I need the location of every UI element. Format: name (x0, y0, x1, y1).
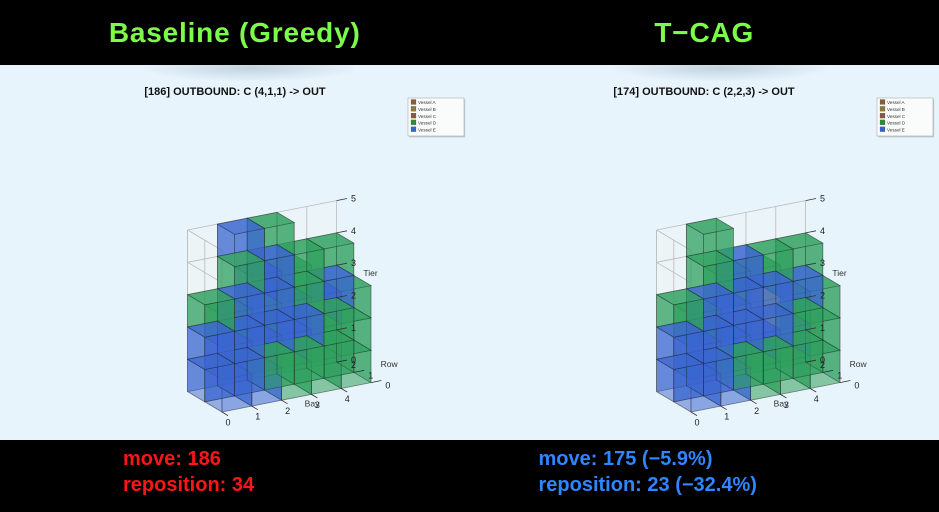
svg-text:2: 2 (351, 291, 356, 301)
svg-text:Bay: Bay (305, 399, 320, 409)
svg-text:0: 0 (694, 418, 699, 428)
svg-text:Vessel E: Vessel E (418, 127, 436, 132)
svg-text:1: 1 (368, 370, 373, 380)
svg-text:4: 4 (814, 394, 819, 404)
svg-text:4: 4 (351, 226, 356, 236)
svg-text:4: 4 (820, 226, 825, 236)
svg-text:0: 0 (385, 381, 390, 391)
svg-text:0: 0 (225, 418, 230, 428)
svg-text:Bay: Bay (774, 399, 789, 409)
svg-text:[174] OUTBOUND: C (2,2,3) -> O: [174] OUTBOUND: C (2,2,3) -> OUT (613, 86, 794, 98)
svg-text:0: 0 (820, 355, 825, 365)
svg-text:Row: Row (381, 359, 399, 369)
svg-text:Vessel D: Vessel D (418, 121, 437, 126)
svg-text:Vessel C: Vessel C (418, 114, 437, 119)
svg-text:1: 1 (255, 412, 260, 422)
svg-text:2: 2 (820, 291, 825, 301)
svg-text:Vessel B: Vessel B (418, 107, 436, 112)
svg-text:5: 5 (351, 194, 356, 204)
svg-text:2: 2 (754, 406, 759, 416)
svg-text:Row: Row (850, 359, 868, 369)
svg-text:1: 1 (820, 323, 825, 333)
svg-text:4: 4 (345, 394, 350, 404)
svg-text:1: 1 (351, 323, 356, 333)
svg-text:Vessel A: Vessel A (887, 100, 906, 105)
svg-text:3: 3 (351, 258, 356, 268)
svg-text:Vessel B: Vessel B (887, 107, 905, 112)
svg-text:Vessel E: Vessel E (887, 127, 905, 132)
svg-text:0: 0 (854, 381, 859, 391)
svg-text:[186] OUTBOUND: C (4,1,1) -> O: [186] OUTBOUND: C (4,1,1) -> OUT (144, 86, 325, 98)
svg-text:2: 2 (285, 406, 290, 416)
svg-text:3: 3 (820, 258, 825, 268)
svg-text:Tier: Tier (832, 268, 846, 278)
svg-text:Vessel A: Vessel A (418, 100, 437, 105)
svg-text:5: 5 (820, 194, 825, 204)
svg-text:Vessel C: Vessel C (887, 114, 906, 119)
svg-text:1: 1 (837, 370, 842, 380)
svg-text:Vessel D: Vessel D (887, 121, 906, 126)
svg-text:Tier: Tier (363, 268, 377, 278)
svg-text:0: 0 (351, 355, 356, 365)
svg-text:1: 1 (724, 412, 729, 422)
